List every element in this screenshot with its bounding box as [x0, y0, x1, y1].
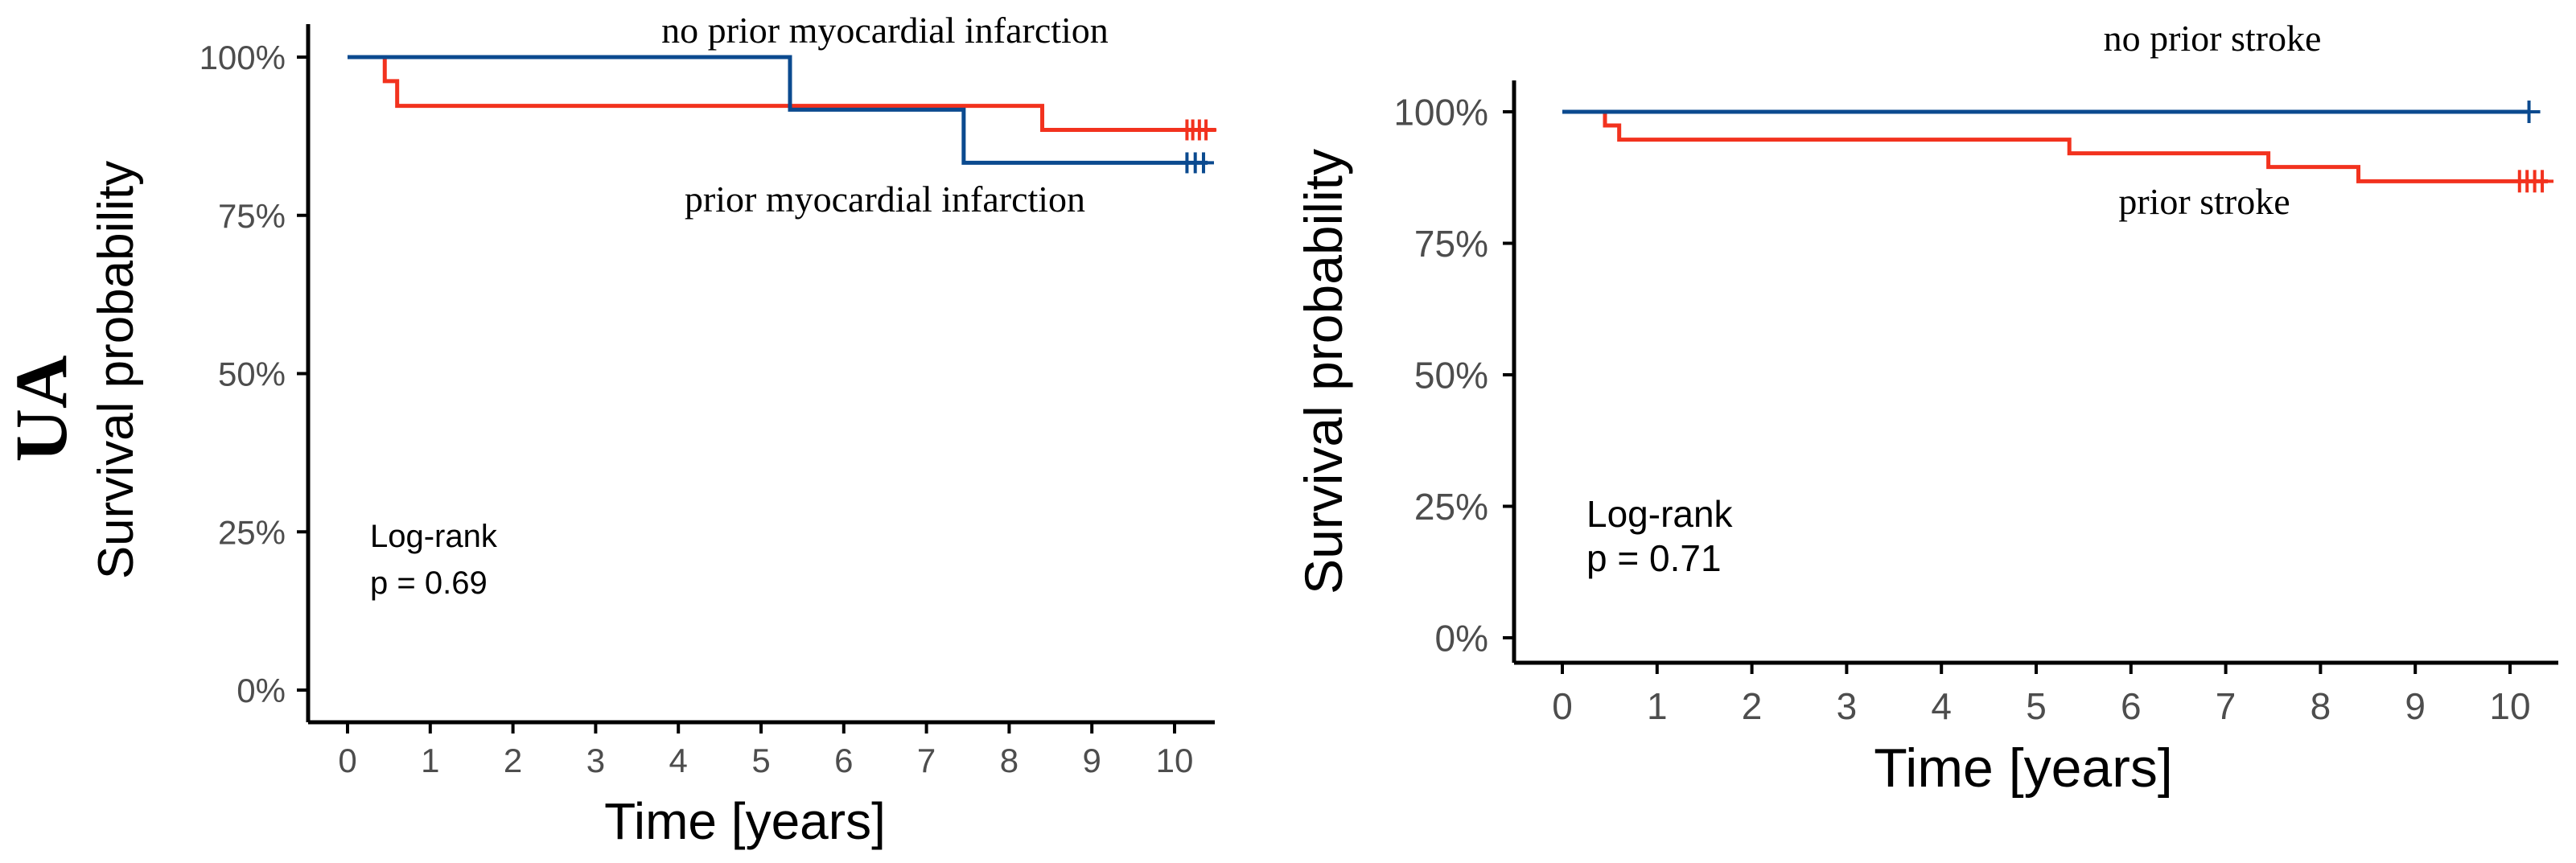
row-label: UA [0, 355, 82, 462]
y-tick-label: 0% [1435, 618, 1488, 660]
km-curve-no-prior-myocardial-infarction [348, 55, 1208, 165]
y-tick-label: 25% [1414, 486, 1488, 528]
x-tick-label: 10 [1156, 742, 1194, 779]
y-tick-label: 0% [237, 672, 286, 709]
y-tick-label: 100% [200, 39, 286, 76]
series-label-0: no prior stroke [2104, 18, 2322, 59]
x-tick-label: 3 [1837, 685, 1858, 727]
km-curve-prior-myocardial-infarction [348, 55, 1216, 133]
x-tick-label: 6 [834, 742, 853, 779]
x-tick-label: 5 [2026, 685, 2047, 727]
x-tick-label: 4 [669, 742, 688, 779]
y-tick-label: 75% [1414, 223, 1488, 265]
y-axis: 0% 25% 50% 75% 100% [1393, 80, 1516, 663]
x-tick-label: 8 [1000, 742, 1018, 779]
x-tick-label: 2 [1742, 685, 1763, 727]
x-tick-label: 1 [421, 742, 439, 779]
x-tick-label: 5 [751, 742, 770, 779]
x-tick-label: 7 [2216, 685, 2237, 727]
y-tick-label: 50% [1414, 355, 1488, 397]
x-tick-label: 0 [338, 742, 356, 779]
series-lines [348, 55, 1217, 174]
x-tick-label: 9 [1083, 742, 1101, 779]
series-label-1: prior myocardial infarction [685, 179, 1085, 220]
y-tick-label: 75% [218, 197, 286, 235]
y-axis-title: Survival probability [88, 161, 144, 579]
x-tick-label: 3 [586, 742, 605, 779]
km-plot-stroke: 0 1 2 3 4 5 6 7 8 9 10 0% 25% 50% 75% 100% Time [years… [1294, 18, 2558, 799]
y-tick-label: 100% [1393, 92, 1488, 134]
series-lines [1562, 101, 2554, 193]
logrank-pvalue: p = 0.69 [370, 565, 488, 601]
y-tick-label: 50% [218, 355, 286, 393]
km-plot-myocardial-infarction: 0 1 2 3 4 5 6 7 8 9 10 0% 25% 50% 75% 100% Time [years… [88, 10, 1217, 850]
logrank-label: Log-rank [1586, 493, 1734, 535]
x-tick-label: 2 [504, 742, 522, 779]
y-axis: 0% 25% 50% 75% 100% [200, 24, 311, 722]
x-tick-label: 7 [917, 742, 936, 779]
x-axis-title: Time [years] [604, 792, 886, 850]
x-axis-title: Time [years] [1874, 738, 2173, 799]
x-tick-label: 10 [2489, 685, 2530, 727]
x-tick-label: 0 [1552, 685, 1573, 727]
km-curve-prior-stroke [1562, 109, 2549, 183]
logrank-label: Log-rank [370, 519, 498, 554]
x-axis: 0 1 2 3 4 5 6 7 8 9 10 [308, 720, 1215, 779]
x-axis: 0 1 2 3 4 5 6 7 8 9 10 [1514, 660, 2558, 727]
logrank-pvalue: p = 0.71 [1586, 537, 1722, 579]
x-tick-label: 6 [2121, 685, 2142, 727]
y-axis-title: Survival probability [1294, 149, 1353, 594]
series-label-1: prior stroke [2118, 181, 2290, 222]
x-tick-label: 4 [1931, 685, 1952, 727]
series-label-0: no prior myocardial infarction [661, 10, 1109, 51]
x-tick-label: 1 [1647, 685, 1668, 727]
x-tick-label: 8 [2311, 685, 2331, 727]
y-tick-label: 25% [218, 513, 286, 551]
x-tick-label: 9 [2405, 685, 2426, 727]
